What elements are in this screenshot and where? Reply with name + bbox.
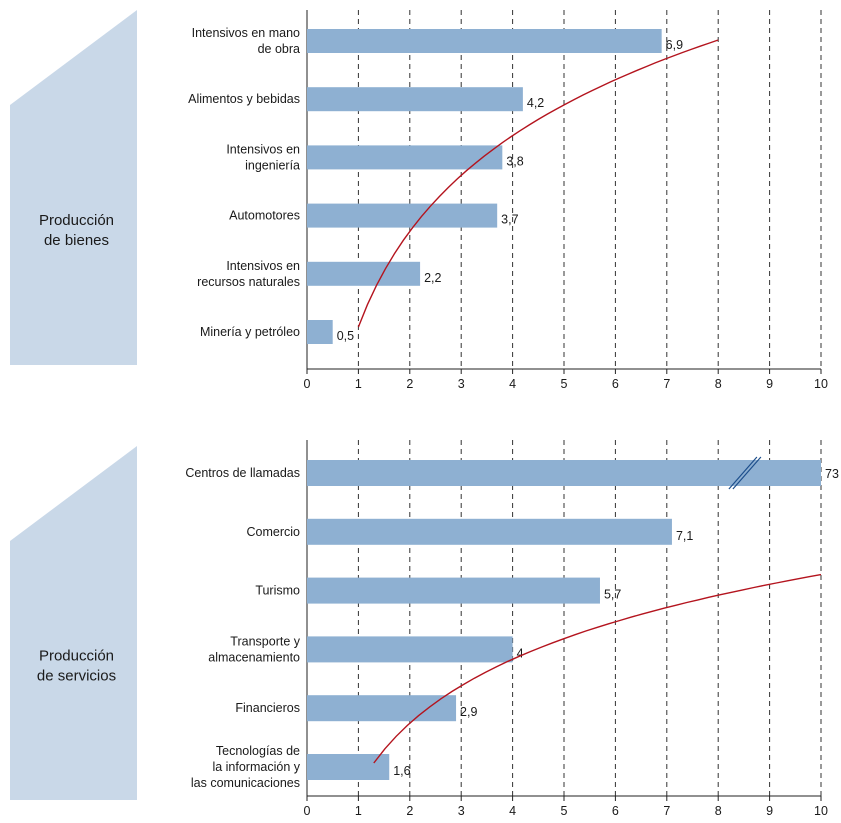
services-bar — [307, 460, 821, 486]
services-break-mark — [732, 456, 762, 490]
services-tick-label: 10 — [814, 804, 828, 818]
group-label-line: de bienes — [44, 232, 109, 249]
services-tick-label: 6 — [612, 804, 619, 818]
services-bar — [307, 577, 600, 604]
group-label-line: de servicios — [37, 668, 116, 685]
services-tick-label: 0 — [304, 804, 311, 818]
services-tick-label: 5 — [561, 804, 568, 818]
category-label-line: la información y — [212, 760, 300, 774]
goods-tick-label: 3 — [458, 377, 465, 391]
services-break-mark — [728, 456, 758, 490]
category-label-line: Financieros — [235, 701, 300, 715]
goods-bar — [307, 320, 333, 344]
goods-tick-label: 6 — [612, 377, 619, 391]
goods-value-label: 2,2 — [424, 271, 441, 285]
services-panel: Producción de servicios 0 1 2 3 4 5 6 7 8 9 10 73 Cent… — [10, 440, 839, 818]
services-value-label: 73 — [825, 467, 839, 481]
goods-tick-label: 10 — [814, 377, 828, 391]
group-label-line: Producción — [39, 648, 114, 665]
goods-panel: Producción de bienes 0 1 2 3 4 5 6 7 8 9 10 6,9 Intens… — [10, 10, 828, 391]
goods-value-label: 3,8 — [506, 154, 523, 168]
goods-tick-label: 9 — [766, 377, 773, 391]
services-trend-curve — [373, 573, 822, 764]
category-label-line: Intensivos en — [226, 259, 300, 273]
goods-bar — [307, 145, 503, 170]
category-label-line: Tecnologías de — [216, 744, 300, 758]
services-value-label: 1,6 — [393, 764, 410, 778]
services-tick-label: 3 — [458, 804, 465, 818]
category-label-line: almacenamiento — [208, 650, 300, 664]
goods-group-band — [10, 10, 137, 365]
services-category-label: Tecnologías de la información y las comuni… — [191, 744, 301, 790]
goods-bar — [307, 87, 523, 112]
category-label-line: Turismo — [255, 584, 300, 598]
goods-category-label: Alimentos y bebidas — [188, 92, 300, 106]
services-tick-label: 1 — [355, 804, 362, 818]
goods-tick-label: 1 — [355, 377, 362, 391]
goods-tick-label: 7 — [663, 377, 670, 391]
services-tick-label: 8 — [715, 804, 722, 818]
category-label-line: Transporte y — [230, 634, 300, 648]
category-label-line: Alimentos y bebidas — [188, 92, 300, 106]
category-label-line: Intensivos en — [226, 142, 300, 156]
goods-tick-label: 2 — [406, 377, 413, 391]
services-category-label: Turismo — [255, 584, 300, 598]
category-label-line: ingeniería — [245, 158, 300, 172]
goods-group-label: Producción de bienes — [39, 212, 114, 249]
goods-value-label: 4,2 — [527, 96, 544, 110]
goods-category-label: Automotores — [229, 209, 300, 223]
goods-value-label: 6,9 — [666, 38, 683, 52]
services-tick-label: 9 — [766, 804, 773, 818]
goods-tick-label: 8 — [715, 377, 722, 391]
goods-value-label: 3,7 — [501, 213, 518, 227]
goods-tick-label: 0 — [304, 377, 311, 391]
category-label-line: Intensivos en mano — [192, 26, 300, 40]
category-label-line: las comunicaciones — [191, 776, 300, 790]
goods-category-label: Intensivos en recursos naturales — [197, 259, 300, 289]
goods-trend-curve — [357, 39, 719, 328]
category-label-line: de obra — [258, 42, 300, 56]
services-tick-label: 4 — [509, 804, 516, 818]
goods-tick-label: 4 — [509, 377, 516, 391]
goods-tick-label: 5 — [561, 377, 568, 391]
category-label-line: Centros de llamadas — [185, 466, 300, 480]
goods-category-label: Minería y petróleo — [200, 325, 300, 339]
services-bar — [307, 518, 672, 545]
services-value-label: 5,7 — [604, 588, 621, 602]
goods-category-label: Intensivos en ingeniería — [226, 142, 300, 172]
services-value-label: 7,1 — [676, 529, 693, 543]
category-label-line: Minería y petróleo — [200, 325, 300, 339]
goods-bar — [307, 203, 498, 228]
goods-value-label: 0,5 — [337, 329, 354, 343]
services-value-label: 2,9 — [460, 705, 477, 719]
services-bar — [307, 754, 390, 780]
services-group-band — [10, 446, 137, 800]
goods-bar — [307, 261, 421, 286]
category-label-line: recursos naturales — [197, 275, 300, 289]
services-category-label: Financieros — [235, 701, 300, 715]
goods-category-label: Intensivos en mano de obra — [192, 26, 300, 56]
services-category-label: Transporte y almacenamiento — [208, 634, 300, 664]
services-category-label: Centros de llamadas — [185, 466, 300, 480]
group-label-line: Producción — [39, 212, 114, 229]
services-bar — [307, 695, 457, 722]
services-category-label: Comercio — [247, 525, 301, 539]
services-bar — [307, 636, 513, 663]
goods-bar — [307, 29, 662, 53]
category-label-line: Comercio — [247, 525, 301, 539]
services-tick-label: 2 — [406, 804, 413, 818]
services-group-label: Producción de servicios — [37, 648, 116, 685]
category-label-line: Automotores — [229, 209, 300, 223]
services-value-label: 4 — [517, 646, 524, 660]
services-tick-label: 7 — [663, 804, 670, 818]
